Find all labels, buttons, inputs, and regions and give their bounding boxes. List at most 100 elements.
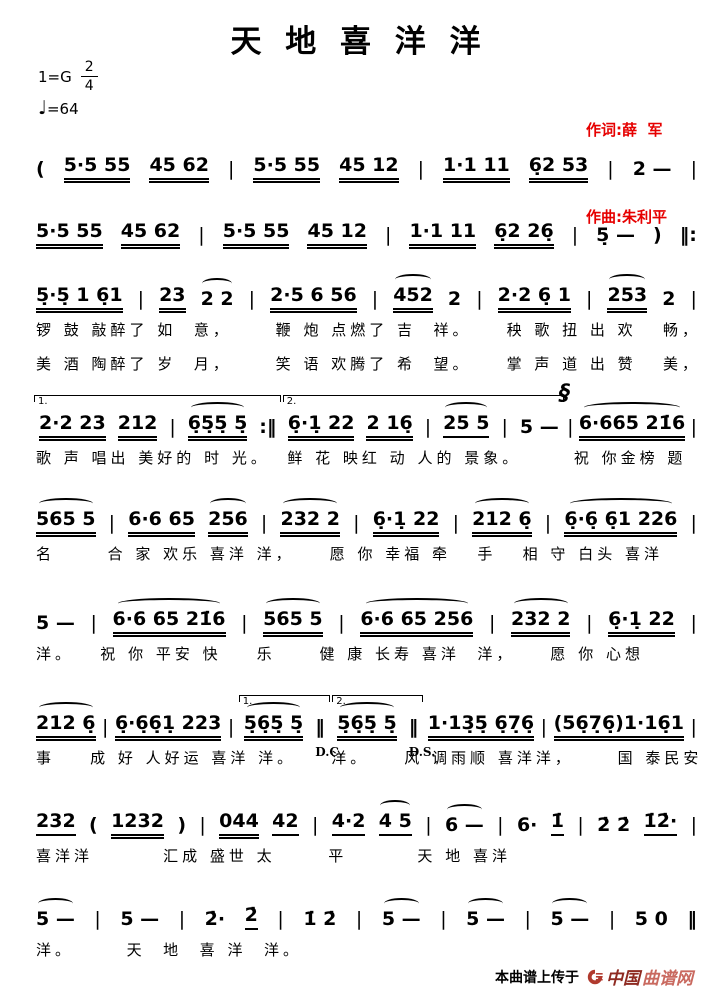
note-group: 565 5 — [263, 598, 323, 637]
music-system: (5·5 55 45 62 | 5·5 55 45 12 | 1·1 11 6̣2 53 | 2 … — [36, 134, 697, 183]
note-group: 5̣6̣5̣ 5̣ — [337, 702, 397, 741]
music-system: 565 5 | 6·6 65 256 | 232 2 | 6̣·1̣ 22 | 212 6̣ | 6̣… — [36, 488, 697, 564]
note-group: 6̣·1̣ 22 — [287, 413, 355, 441]
notation-row: (5·5 55 45 62 | 5·5 55 45 12 | 1·1 11 6̣2 53 | 2 … — [36, 134, 697, 183]
note-group: 5·5 55 — [222, 221, 290, 249]
note-group: 5 — — [466, 898, 505, 931]
lyric-line: 洋。 天 地 喜 洋 洋。 — [36, 941, 302, 959]
barline: | — [690, 814, 697, 837]
barline: | — [690, 512, 697, 535]
note-group: 2 — [447, 288, 462, 311]
tempo-value: =64 — [46, 100, 79, 118]
note-group: 1232 — [111, 811, 164, 839]
barline: | — [371, 288, 379, 311]
note-group: 256 — [208, 498, 248, 537]
notation-row: 212 6̣ | 6̣·6̣6̣1̣ 223 | 1. 5̣6̣5̣ 5̣ ‖ D.C. 2. 5… — [36, 692, 697, 760]
note-group: ( — [36, 158, 45, 181]
lyric-line: 歌 声 唱出 美好的 时 光。 鲜 花 映红 动 人的 景象。 祝 你金榜 题 — [36, 449, 687, 467]
barline: | — [227, 716, 235, 739]
volta-group: 2. 6̣·1̣ 22 2 16̣ | 25 5 | 5 — — [282, 395, 564, 441]
barline: | — [501, 416, 508, 439]
volta-label: 2. — [286, 396, 297, 408]
note-group: :‖ — [259, 416, 277, 439]
note-group: 2 2 — [200, 278, 234, 311]
note-group: 5 0 — [634, 908, 668, 931]
barline: | — [102, 716, 109, 739]
note-group: 1·1 11 — [443, 155, 510, 183]
repeat-direction-label: D.C. — [315, 745, 343, 760]
volta-group: 1. 2·2 23 212 | 6̣5̣5̣ 5̣:‖ — [33, 395, 282, 441]
note-group: 5 — — [381, 898, 421, 931]
key-tonic: 1=G — [38, 67, 72, 86]
music-system: 5̣·5̣ 1 6̣1 | 23 2 2 | 2·5 6 56 | 452 2 | 2·2 6̣ 1… — [36, 264, 697, 374]
note-group: 45 62 — [120, 221, 181, 249]
note-group: ) — [653, 224, 662, 247]
music-system: 212 6̣ | 6̣·6̣6̣1̣ 223 | 1. 5̣6̣5̣ 5̣ ‖ D.C. 2. 5… — [36, 692, 703, 768]
volta-group: 1. 5̣6̣5̣ 5̣ ‖ D.C. — [238, 695, 343, 760]
barline: | — [497, 814, 504, 837]
segno-icon: § — [559, 381, 571, 407]
note-group: ) — [177, 814, 187, 837]
site-logo-icon — [587, 969, 603, 984]
note-group: 2̇ 2̇ — [597, 814, 631, 837]
music-system: 5 — | 6·6 65 21̇6 | 565 5 | 6·6 65 256 | 232 2 | 6… — [36, 588, 697, 664]
note-group: 6̣·6̣6̣1̣ 223 — [114, 713, 222, 741]
note-group: 6̣2 26̣ — [494, 221, 554, 249]
note-group: 45 12 — [307, 221, 367, 249]
barline: | — [137, 288, 145, 311]
note-group: ‖ D.S. — [408, 716, 436, 760]
barline: | — [260, 512, 268, 535]
barline: | — [94, 908, 101, 931]
note-group: 6̣5̣5̣ 5̣ — [187, 402, 248, 441]
note-group: 5·5 55 — [253, 155, 321, 183]
barline: | § — [559, 381, 574, 439]
barline: | — [690, 612, 697, 635]
barline: | — [353, 512, 360, 535]
barline: | — [577, 814, 584, 837]
music-system: 5 — | 5 — | 2̇· 2̇ | 1̇ 2̇ | 5 — | 5 — | 5 — | 5 0 ‖ 洋。 天… — [36, 884, 697, 960]
barline: | — [241, 612, 248, 635]
lyric-line: 喜洋洋 汇成 盛世 太 平 天 地 喜洋 — [36, 847, 511, 865]
song-title: 天 地 喜 洋 洋 — [230, 24, 489, 59]
music-system: 5·5 55 45 62 | 5·5 55 45 12 | 1·1 11 6̣2 26̣ | 5̣… — [36, 200, 697, 249]
note-group: 5·5 55 — [36, 221, 103, 249]
note-group: 45 12 — [339, 155, 399, 183]
barline: | — [248, 288, 256, 311]
barline: | — [178, 908, 186, 931]
barline: | — [440, 908, 447, 931]
note-group: ‖ D.C. — [315, 716, 343, 760]
note-group: 5 — — [36, 898, 75, 931]
note-group: 2̇· — [204, 908, 226, 931]
notation-row: 5̣·5̣ 1 6̣1 | 23 2 2 | 2·5 6 56 | 452 2 | 2·2 6̣ 1… — [36, 264, 697, 313]
tempo-marking: ♩=64 — [38, 97, 98, 119]
note-group: 212 6̣ — [36, 702, 96, 741]
note-group: 6·6 65 256 — [360, 598, 474, 637]
barline: | — [690, 288, 697, 311]
note-group: 1̇ — [550, 811, 564, 836]
barline: | — [690, 158, 697, 181]
barline: | — [607, 158, 614, 181]
note-group: ( — [89, 814, 98, 837]
note-group: 6·6 65 21̇6 — [112, 598, 226, 637]
note-group: 2·2 23 — [39, 413, 106, 441]
barline: | — [540, 716, 548, 739]
note-group: 212 6̣ — [472, 498, 532, 537]
note-group: 5̣6̣5̣ 5̣ — [243, 702, 304, 741]
barline: | — [452, 512, 459, 535]
music-system: 1. 2·2 23 212 | 6̣5̣5̣ 5̣:‖ 2. 6̣·1̣ 22 2 16̣ | 2… — [33, 381, 697, 468]
barline: | — [169, 416, 176, 439]
footer-upload-text: 本曲谱上传于 — [495, 969, 579, 986]
barline: | — [227, 158, 235, 181]
notation-row: 5 — | 6·6 65 21̇6 | 565 5 | 6·6 65 256 | 232 2 | 6… — [36, 588, 697, 637]
lyric-line: 事 成 好 人好运 喜洋 洋。 洋。 风 调雨顺 喜洋洋， 国 泰民安 — [36, 749, 703, 767]
composer-credit: 作曲:朱利平 — [586, 208, 667, 226]
note-group: (56̣7̣6̣)1·16̣1 — [553, 713, 685, 741]
meter-numerator: 2 — [80, 60, 98, 77]
barline: | — [608, 908, 616, 931]
note-group: 2 16̣ — [366, 413, 414, 441]
lyric-line: 锣 鼓 敲醉了 如 意， 鞭 炮 点燃了 吉 祥。 秧 歌 扭 出 欢 畅， — [36, 321, 701, 339]
note-group: 212 — [117, 413, 158, 441]
barline: | — [355, 908, 363, 931]
credits: 作词:薛 军 作曲:朱利平 — [586, 58, 667, 261]
note-group: 6·665 21̇6 — [578, 402, 686, 441]
